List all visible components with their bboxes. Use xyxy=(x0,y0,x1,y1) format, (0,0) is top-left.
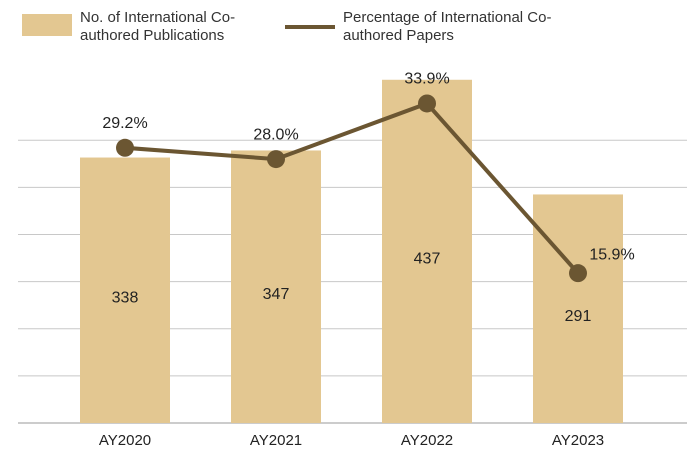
bar-value-label: 291 xyxy=(565,308,592,325)
line-point xyxy=(418,94,436,113)
x-tick-label: AY2021 xyxy=(250,432,302,449)
bar-value-label: 347 xyxy=(263,286,290,303)
bar xyxy=(533,194,623,423)
line-value-label: 15.9% xyxy=(589,246,634,263)
bar xyxy=(231,150,321,423)
legend-swatch-bar xyxy=(22,14,72,36)
legend-label: No. of International Co-authored Publica… xyxy=(80,9,236,44)
line-point xyxy=(267,150,285,169)
legend-label: Percentage of International Co-authored … xyxy=(343,9,552,44)
bar-value-label: 338 xyxy=(112,289,139,306)
legend-swatch-line xyxy=(285,25,335,29)
x-tick-label: AY2023 xyxy=(552,432,604,449)
bar-value-label: 437 xyxy=(414,251,441,268)
line-value-label: 28.0% xyxy=(253,126,298,143)
line-point xyxy=(569,264,587,283)
line-point xyxy=(116,138,134,157)
line xyxy=(124,101,580,275)
bar xyxy=(80,157,170,423)
x-tick-label: AY2020 xyxy=(99,432,151,449)
line-value-label: 29.2% xyxy=(102,115,147,132)
line-value-label: 33.9% xyxy=(404,71,449,88)
x-tick-label: AY2022 xyxy=(401,432,453,449)
